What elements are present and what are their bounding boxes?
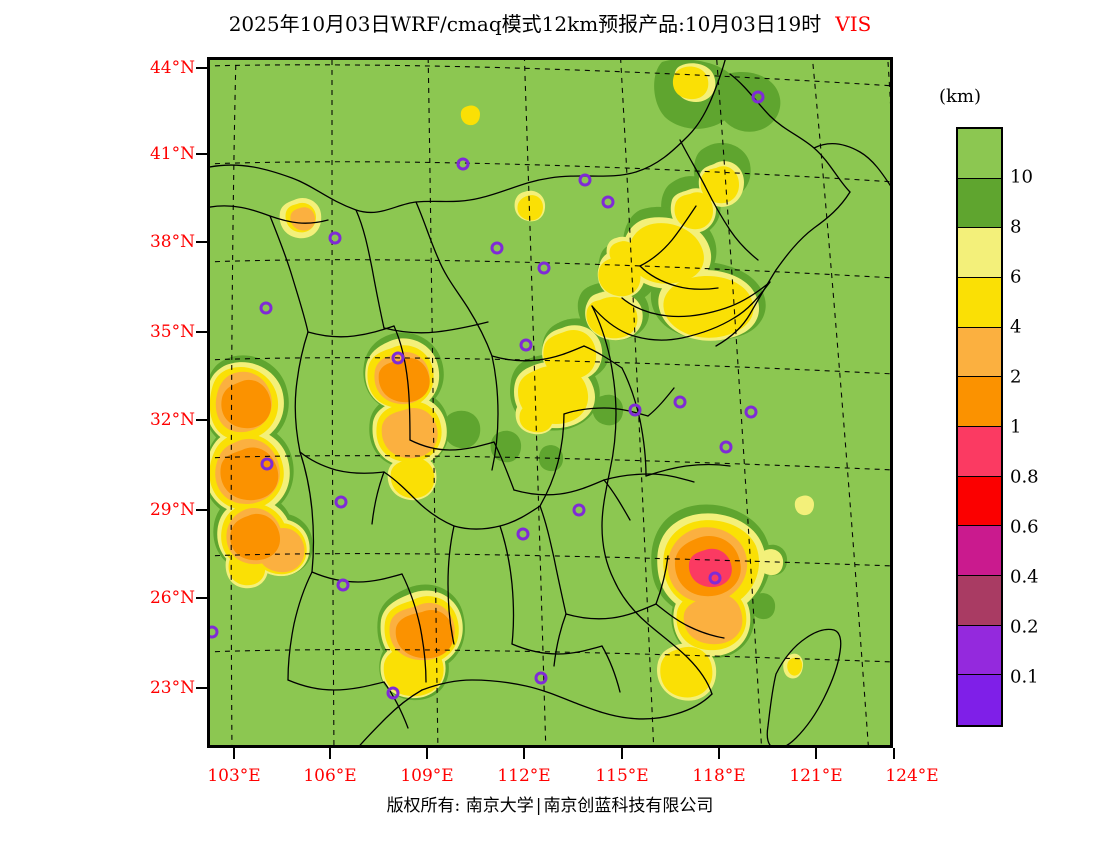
colorbar-band-11 — [958, 675, 1001, 725]
lat-tick-41n — [196, 153, 207, 155]
colorbar-tick-0-4: 0.4 — [1010, 566, 1039, 588]
colorbar-tick-0-2: 0.2 — [1010, 616, 1039, 638]
lon-label-112e: 112°E — [497, 766, 551, 786]
chart-title: 2025年10月03日WRF/cmaq模式12km预报产品:10月03日19时 V… — [0, 8, 1100, 37]
colorbar-band-6 — [958, 426, 1001, 477]
lat-tick-44n — [196, 67, 207, 69]
lat-label-35n: 35°N — [149, 322, 195, 342]
lat-tick-35n — [196, 331, 207, 333]
lat-tick-23n — [196, 687, 207, 689]
lat-label-23n: 23°N — [149, 678, 195, 698]
lat-tick-26n — [196, 597, 207, 599]
colorbar-band-1 — [958, 178, 1001, 229]
lat-label-29n: 29°N — [149, 500, 195, 520]
lon-label-118e: 118°E — [692, 766, 746, 786]
lon-tick-121e — [815, 748, 817, 759]
colorbar-tick-0-6: 0.6 — [1010, 516, 1039, 538]
colorbar-band-9 — [958, 575, 1001, 626]
lon-tick-115e — [621, 748, 623, 759]
lat-label-44n: 44°N — [149, 58, 195, 78]
lat-label-26n: 26°N — [149, 588, 195, 608]
colorbar-tick-10: 10 — [1010, 166, 1033, 188]
colorbar-tick-2: 2 — [1010, 366, 1022, 388]
lat-tick-32n — [196, 419, 207, 421]
colorbar-band-4 — [958, 327, 1001, 378]
variable-label: VIS — [835, 12, 872, 36]
colorbar-band-8 — [958, 526, 1001, 576]
colorbar-band-10 — [958, 625, 1001, 676]
lon-label-115e: 115°E — [595, 766, 649, 786]
colorbar-tick-0-8: 0.8 — [1010, 466, 1039, 488]
lon-label-103e: 103°E — [207, 766, 261, 786]
colorbar-band-5 — [958, 377, 1001, 427]
lat-tick-38n — [196, 241, 207, 243]
lon-tick-118e — [718, 748, 720, 759]
lat-label-41n: 41°N — [149, 144, 195, 164]
colorbar-band-2 — [958, 228, 1001, 278]
colorbar-tick-8: 8 — [1010, 216, 1022, 238]
lon-tick-109e — [426, 748, 428, 759]
lon-tick-106e — [329, 748, 331, 759]
colorbar-tick-6: 6 — [1010, 266, 1022, 288]
company-name: 南京创蓝科技有限公司 — [543, 796, 714, 816]
colorbar-tick-4: 4 — [1010, 316, 1022, 338]
title-text: 2025年10月03日WRF/cmaq模式12km预报产品:10月03日19时 — [228, 12, 822, 36]
lat-label-32n: 32°N — [149, 410, 195, 430]
lat-tick-29n — [196, 509, 207, 511]
colorbar[interactable] — [956, 127, 1003, 727]
lon-label-121e: 121°E — [789, 766, 843, 786]
lat-label-38n: 38°N — [149, 232, 195, 252]
colorbar-band-7 — [958, 476, 1001, 527]
lon-tick-124e — [893, 748, 895, 759]
lon-tick-112e — [523, 748, 525, 759]
visibility-heatmap — [210, 60, 890, 745]
lon-label-109e: 109°E — [400, 766, 454, 786]
colorbar-tick-0-1: 0.1 — [1010, 666, 1039, 688]
colorbar-unit-label: (km) — [939, 86, 982, 107]
map-plot-area[interactable] — [207, 57, 893, 748]
colorbar-band-0 — [958, 129, 1001, 179]
lon-tick-103e — [233, 748, 235, 759]
footer-separator: | — [535, 796, 542, 816]
copyright-owner: 版权所有: 南京大学 — [386, 796, 534, 816]
lon-label-106e: 106°E — [303, 766, 357, 786]
colorbar-tick-1: 1 — [1010, 416, 1022, 438]
footer-copyright: 版权所有: 南京大学 | 南京创蓝科技有限公司 — [0, 791, 1100, 816]
lon-label-124e: 124°E — [885, 766, 939, 786]
colorbar-band-3 — [958, 277, 1001, 328]
